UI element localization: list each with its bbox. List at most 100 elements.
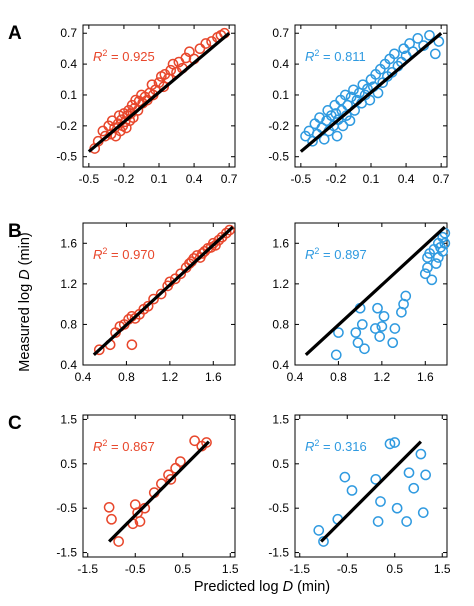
data-point <box>370 473 382 485</box>
data-point <box>424 29 435 41</box>
fit-line <box>299 32 443 153</box>
data-point <box>400 290 412 302</box>
x-tick-label: -0.5 <box>291 172 312 186</box>
r2-annotation: R2 = 0.925 <box>93 48 155 64</box>
data-point <box>189 435 200 447</box>
y-tick-label: 1.5 <box>60 412 77 426</box>
fit-line <box>319 440 423 543</box>
data-point <box>422 262 433 273</box>
x-tick-label: 0.8 <box>330 370 347 384</box>
plot-frame <box>294 414 448 558</box>
data-point <box>372 516 384 527</box>
fit-line <box>304 225 446 357</box>
data-point <box>374 331 386 342</box>
x-tick-label: 0.5 <box>174 562 191 576</box>
data-point <box>375 496 386 507</box>
data-point <box>307 135 318 147</box>
x-tick-label: 0.7 <box>221 172 238 186</box>
data-point <box>113 536 124 547</box>
x-tick-label: 0.4 <box>398 172 415 186</box>
x-tick-label: -0.5 <box>125 562 146 576</box>
y-tick-label: -0.5 <box>56 501 77 515</box>
y-tick-label: -0.5 <box>56 150 77 164</box>
data-point <box>417 507 429 518</box>
y-tick-label: 0.8 <box>272 317 289 331</box>
data-point <box>412 33 424 44</box>
y-tick-label: -0.2 <box>56 119 77 133</box>
data-point <box>389 323 401 334</box>
data-point <box>313 525 325 536</box>
data-point <box>389 437 401 448</box>
x-tick-label: 0.5 <box>386 562 403 576</box>
data-point <box>346 485 358 496</box>
y-tick-label: 0.4 <box>60 358 77 372</box>
scatter-panel-3: 0.4 0.8 1.2 1.6 0.4 0.8 1.2 1.6 R2 = 0.970 B <box>8 221 236 384</box>
x-tick-label: -1.5 <box>77 562 98 576</box>
data-point <box>155 288 167 300</box>
data-point <box>126 339 138 351</box>
x-tick-label: -1.5 <box>289 562 310 576</box>
data-point <box>348 84 359 96</box>
x-tick-label: 0.4 <box>287 370 304 384</box>
data-point <box>119 116 131 128</box>
scatter-panel-1: -0.5 -0.2 0.1 0.4 0.7 -0.5 -0.2 0.1 0.4 0.7 R2 = 0… <box>8 23 238 186</box>
x-tick-label: 0.7 <box>433 172 450 186</box>
data-point <box>201 437 212 448</box>
y-axis-label: Measured log D (min) <box>17 232 33 371</box>
data-point <box>134 516 146 527</box>
fit-line <box>107 440 211 543</box>
data-point <box>350 327 362 338</box>
data-point <box>220 227 232 239</box>
panel-row-label: C <box>8 413 22 434</box>
x-tick-label: 0.4 <box>75 370 92 384</box>
data-point <box>158 81 170 93</box>
data-point <box>93 344 105 356</box>
data-point <box>403 467 415 479</box>
data-point <box>99 130 111 142</box>
x-axis-label: Predicted log D (min) <box>194 579 330 595</box>
data-point <box>339 89 351 101</box>
data-point <box>344 115 356 127</box>
fit-line <box>87 32 231 153</box>
data-point <box>142 300 154 312</box>
data-point <box>213 234 225 246</box>
x-tick-label: 1.2 <box>374 370 391 384</box>
data-point <box>408 482 420 494</box>
data-point <box>175 456 186 467</box>
y-tick-label: 0.5 <box>60 457 77 471</box>
data-point <box>378 310 390 322</box>
panel-row-label: A <box>8 23 22 44</box>
scatter-panel-5: -1.5 -0.5 0.5 1.5 -1.5 -0.5 0.5 1.5 R2 = 0.867 C <box>8 412 239 576</box>
data-point <box>420 469 431 481</box>
data-point <box>384 438 396 450</box>
x-tick-label: 1.5 <box>222 562 239 576</box>
plot-frame <box>294 222 448 366</box>
y-tick-label: 0.1 <box>60 88 77 102</box>
data-point <box>184 46 195 58</box>
data-point <box>415 448 427 460</box>
y-tick-label: 1.6 <box>272 236 289 250</box>
x-tick-label: 0.1 <box>151 172 168 186</box>
y-tick-label: 0.4 <box>272 57 289 71</box>
data-point <box>345 91 357 103</box>
fit-line <box>92 225 234 357</box>
data-point <box>165 64 177 76</box>
data-point <box>430 258 442 269</box>
y-tick-label: -1.5 <box>268 546 289 560</box>
y-tick-label: 0.4 <box>272 358 289 372</box>
data-point <box>364 94 376 106</box>
data-point <box>200 38 212 49</box>
x-tick-label: 1.6 <box>417 370 434 384</box>
data-point <box>333 327 344 338</box>
y-tick-label: 1.2 <box>60 277 77 291</box>
data-point <box>331 130 343 142</box>
data-point <box>175 268 187 280</box>
y-tick-label: -0.5 <box>268 501 289 515</box>
x-tick-label: 1.6 <box>205 370 222 384</box>
data-point <box>391 502 403 514</box>
x-tick-label: 0.1 <box>363 172 380 186</box>
data-point <box>148 293 159 305</box>
y-tick-label: 0.5 <box>272 457 289 471</box>
data-point <box>419 268 431 280</box>
